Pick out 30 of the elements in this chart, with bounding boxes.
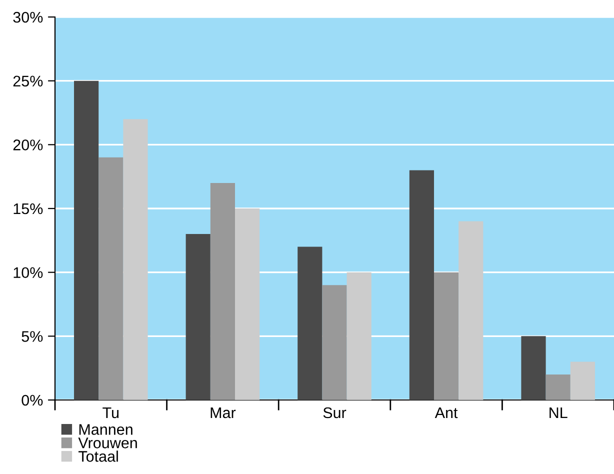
bar — [409, 170, 434, 400]
legend-label: Vrouwen — [78, 438, 137, 448]
bar — [570, 362, 595, 400]
bar — [322, 285, 347, 400]
bar — [298, 246, 322, 400]
y-tick-label: 20% — [13, 140, 43, 150]
y-tick-label: 25% — [13, 76, 43, 87]
bar — [458, 221, 484, 400]
x-tick-label: Sur — [323, 407, 346, 418]
bar — [210, 182, 235, 400]
x-tick-label: Mar — [210, 408, 236, 418]
bar — [521, 336, 546, 400]
bar — [546, 374, 570, 400]
bar — [186, 234, 210, 400]
bar — [346, 272, 372, 400]
bar — [434, 272, 459, 400]
x-tick-label: Ant — [434, 408, 458, 418]
bar — [74, 80, 99, 400]
y-tick-label: 10% — [14, 267, 43, 278]
legend-label: Totaal — [78, 450, 118, 462]
bar — [98, 157, 124, 400]
bar — [123, 119, 148, 400]
y-tick-label: 5% — [22, 331, 43, 342]
legend-label: Mannen — [79, 424, 132, 435]
bar — [235, 208, 260, 400]
x-tick-label: NL — [550, 408, 568, 418]
y-tick-label: 30% — [13, 12, 43, 23]
x-tick-label: Tu — [102, 408, 119, 418]
y-tick-label: 15% — [14, 203, 43, 214]
y-tick-label: 0% — [22, 394, 43, 406]
